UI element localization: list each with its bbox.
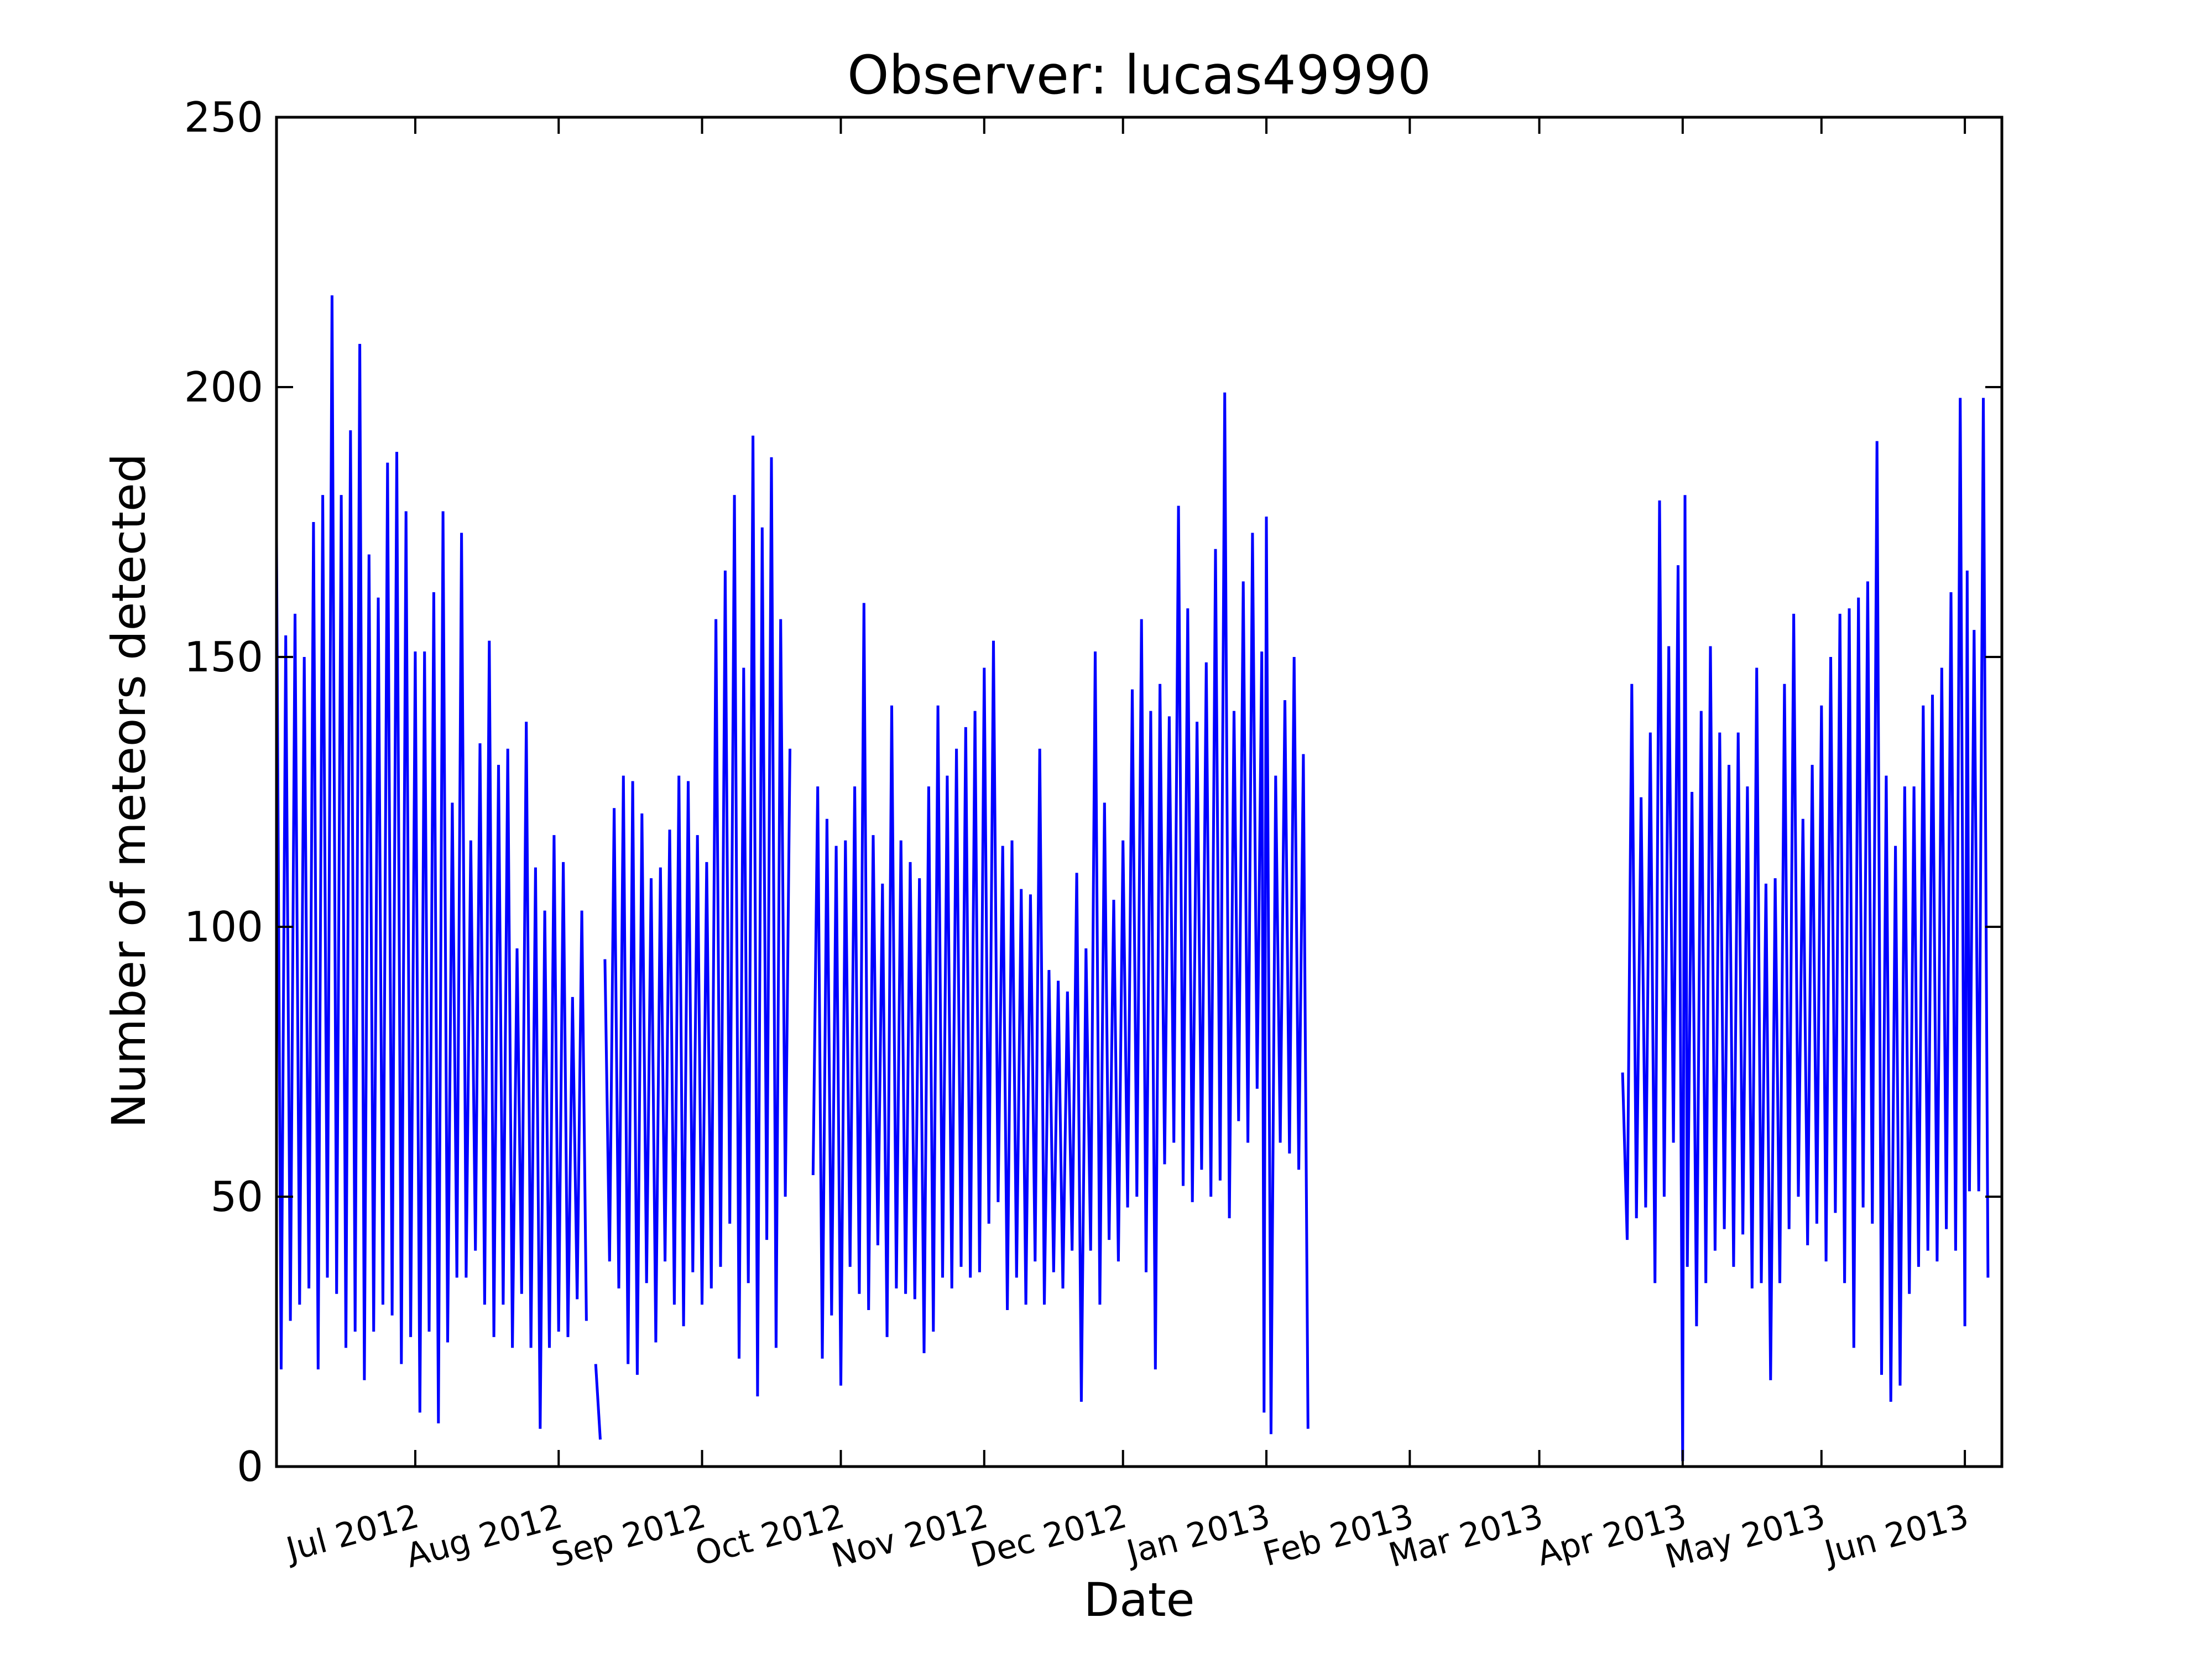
series-line-segment bbox=[1621, 398, 1990, 1462]
y-tick-label: 200 bbox=[184, 363, 263, 411]
series-line-segment bbox=[594, 1364, 602, 1440]
x-tick-label: Dec 2012 bbox=[967, 1497, 1130, 1575]
x-tick-label: May 2013 bbox=[1661, 1497, 1829, 1577]
x-tick-label: Aug 2012 bbox=[402, 1497, 566, 1575]
chart-title: Observer: lucas49990 bbox=[847, 44, 1431, 106]
y-axis-label: Number of meteors detected bbox=[102, 453, 156, 1128]
y-tick-label: 50 bbox=[211, 1172, 263, 1221]
series-line-segment bbox=[811, 392, 1310, 1434]
series-layer bbox=[275, 295, 1990, 1462]
y-tick-label: 0 bbox=[237, 1442, 263, 1491]
series-line-segment bbox=[275, 295, 588, 1429]
series-line-segment bbox=[603, 435, 791, 1397]
x-axis-label: Date bbox=[1084, 1573, 1195, 1627]
y-tick-label: 100 bbox=[184, 902, 263, 951]
x-tick-label: Jun 2013 bbox=[1819, 1497, 1973, 1573]
plot-area-frame bbox=[275, 116, 2004, 1468]
x-tick-label: Nov 2012 bbox=[828, 1497, 992, 1575]
x-tick-label: Jul 2012 bbox=[280, 1497, 423, 1570]
y-tick-label: 250 bbox=[184, 93, 263, 142]
y-axis: 0 50 100 150 200 250 bbox=[184, 93, 2002, 1491]
y-tick-label: 150 bbox=[184, 633, 263, 681]
x-tick-label: Oct 2012 bbox=[691, 1497, 848, 1574]
x-tick-label: Sep 2012 bbox=[547, 1497, 709, 1575]
x-tick-label: Jan 2013 bbox=[1121, 1497, 1274, 1573]
